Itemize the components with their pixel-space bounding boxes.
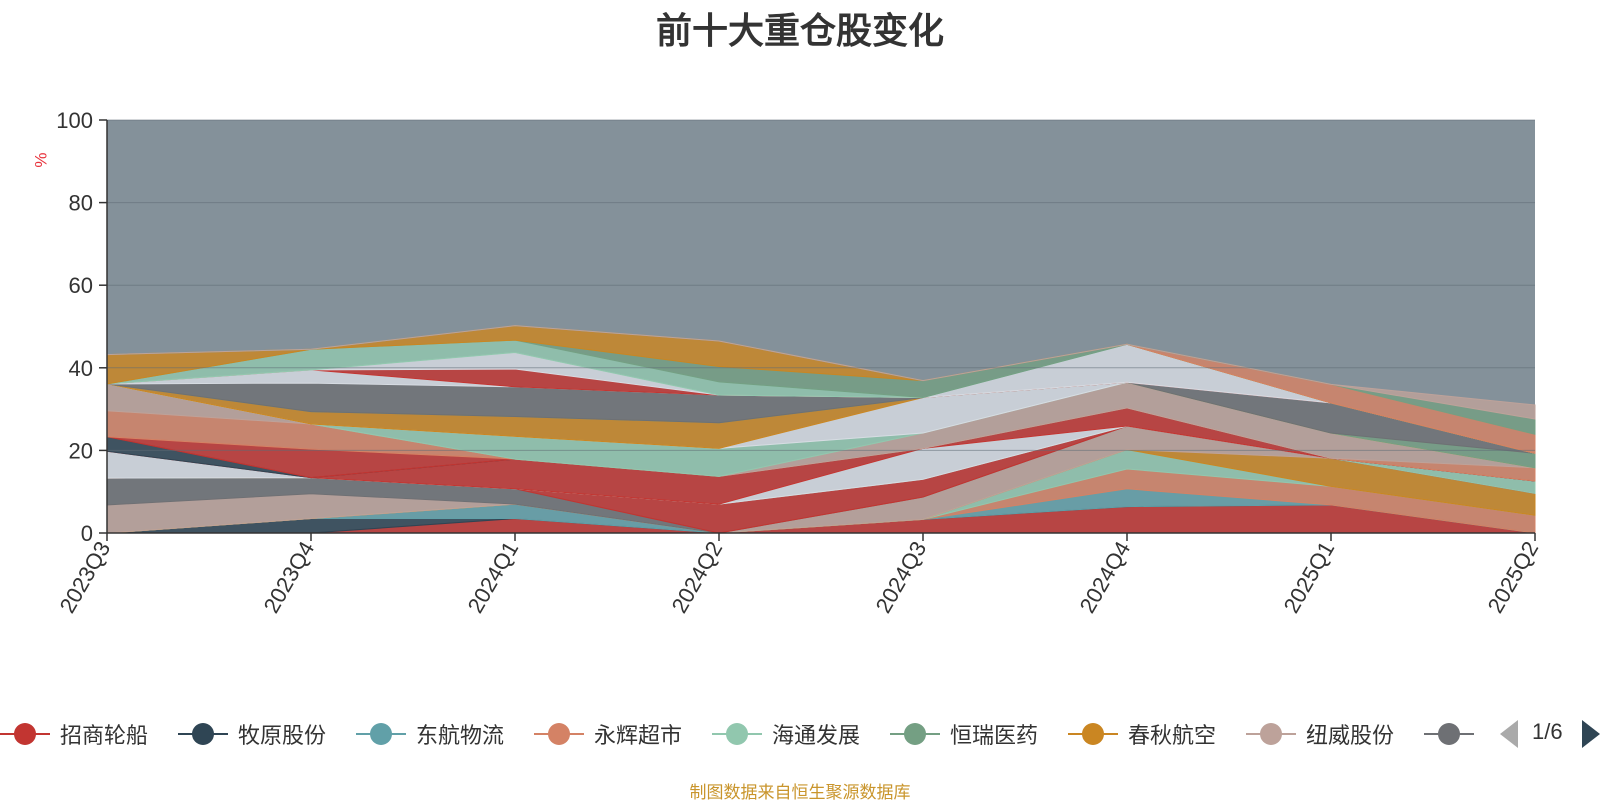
legend-item[interactable]: 招商轮船	[0, 716, 148, 752]
legend-symbol-icon	[178, 716, 228, 752]
legend-next-icon[interactable]	[1582, 720, 1600, 748]
legend-label: 牧原股份	[238, 723, 327, 748]
x-tick-label: 2023Q3	[55, 537, 116, 617]
legend-item[interactable]	[1424, 716, 1484, 752]
legend-symbol-icon	[1424, 716, 1474, 752]
chart-title: 前十大重仓股变化	[655, 10, 944, 51]
x-tick-label: 2024Q3	[871, 537, 932, 617]
legend-symbol-icon	[0, 716, 50, 752]
legend-symbol-icon	[356, 716, 406, 752]
x-tick-label: 2025Q1	[1279, 537, 1340, 617]
legend-prev-icon[interactable]	[1500, 720, 1518, 748]
legend-label: 恒瑞医药	[950, 723, 1039, 748]
legend-label: 招商轮船	[60, 723, 149, 748]
legend-symbol-icon	[1246, 716, 1296, 752]
legend-label: 春秋航空	[1128, 723, 1217, 748]
y-tick-label: 40	[69, 356, 93, 381]
legend-label: 纽威股份	[1306, 723, 1395, 748]
y-tick-label: 100	[56, 108, 93, 133]
x-tick-label: 2024Q2	[667, 537, 728, 617]
y-tick-label: 60	[69, 273, 93, 298]
legend-item[interactable]: 春秋航空	[1068, 716, 1216, 752]
legend-page-indicator: 1/6	[1532, 719, 1563, 744]
data-source-note: 制图数据来自恒生聚源数据库	[689, 783, 911, 802]
legend-item[interactable]: 海通发展	[712, 716, 860, 752]
legend-label: 海通发展	[772, 723, 861, 748]
legend-symbol-icon	[712, 716, 762, 752]
legend-pager: 1/6	[1500, 716, 1600, 752]
legend-label: 永辉超市	[594, 723, 683, 748]
y-tick-label: 0	[81, 521, 93, 546]
legend-item[interactable]: 东航物流	[356, 716, 504, 752]
legend-symbol-icon	[534, 716, 584, 752]
legend-symbol-icon	[1068, 716, 1118, 752]
x-tick-label: 2025Q2	[1483, 537, 1544, 617]
area-series-32	[106, 325, 1536, 420]
area-series-group	[106, 325, 1536, 534]
legend-label: 东航物流	[416, 723, 505, 748]
y-tick-label: 80	[69, 191, 93, 216]
x-tick-label: 2023Q4	[259, 537, 320, 617]
legend: 招商轮船 牧原股份 东航物流 永辉超市 海通发展 恒瑞医药 春秋航空 纽威股份	[0, 716, 1600, 752]
legend-item[interactable]: 牧原股份	[178, 716, 326, 752]
legend-symbol-icon	[890, 716, 940, 752]
gridlines	[107, 119, 1535, 451]
x-tick-label: 2024Q1	[463, 537, 524, 617]
legend-item[interactable]: 永辉超市	[534, 716, 682, 752]
legend-item[interactable]: 恒瑞医药	[890, 716, 1038, 752]
y-tick-label: 20	[69, 438, 93, 463]
legend-item[interactable]: 纽威股份	[1246, 716, 1394, 752]
x-tick-label: 2024Q4	[1075, 537, 1136, 617]
